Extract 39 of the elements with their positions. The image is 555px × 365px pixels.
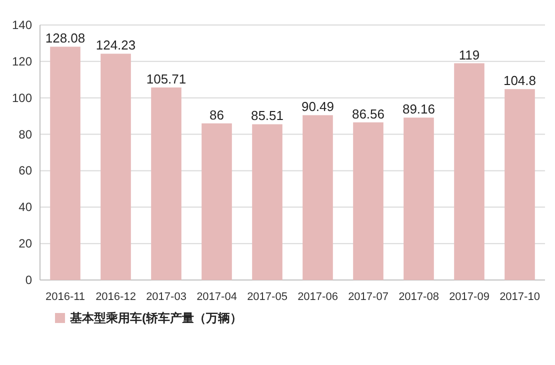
x-tick-label: 2016-11: [45, 291, 86, 303]
y-tick-label: 0: [25, 273, 32, 287]
data-label: 119: [458, 47, 480, 62]
data-label: 85.51: [250, 108, 284, 124]
data-label: 90.49: [301, 99, 334, 114]
y-tick-label: 80: [18, 127, 32, 142]
bar: [50, 46, 80, 280]
bar: [202, 123, 232, 280]
y-tick-label: 40: [18, 200, 32, 214]
y-tick-label: 140: [12, 18, 32, 32]
y-tick-label: 120: [12, 54, 32, 68]
x-tick-label: 2017-05: [247, 291, 288, 303]
bar: [151, 87, 182, 280]
y-tick-label: 100: [12, 90, 32, 105]
x-tick-label: 2017-03: [146, 291, 186, 303]
legend-label: 基本型乘用车(轿车产量（万辆）: [69, 311, 242, 325]
x-tick-label: 2017-09: [449, 291, 490, 303]
x-tick-label: 2017-08: [398, 291, 439, 303]
bar: [353, 122, 384, 280]
y-tick-label: 60: [18, 164, 32, 178]
data-label: 128.08: [45, 30, 86, 46]
x-tick-label: 2017-06: [298, 291, 338, 303]
bar: [252, 124, 282, 280]
data-label: 104.8: [503, 73, 536, 88]
bar: [454, 63, 484, 280]
data-label: 86: [210, 107, 224, 122]
bar: [404, 118, 434, 280]
bar: [100, 54, 131, 280]
x-tick-label: 2016-12: [96, 291, 136, 303]
data-label: 86.56: [352, 106, 385, 122]
y-tick-label: 20: [18, 236, 32, 251]
bar: [302, 115, 333, 280]
data-label: 105.71: [146, 71, 186, 86]
bar: [504, 89, 535, 280]
data-label: 89.16: [402, 102, 436, 117]
x-tick-label: 2017-04: [196, 291, 237, 303]
x-tick-label: 2017-10: [500, 291, 540, 303]
data-label: 124.23: [96, 38, 136, 53]
x-tick-label: 2017-07: [348, 291, 388, 303]
